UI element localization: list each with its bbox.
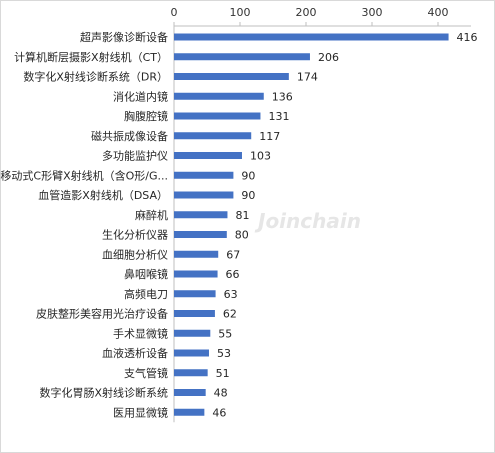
category-label: 支气管镜	[124, 366, 168, 380]
data-label: 131	[268, 110, 289, 123]
bars	[174, 33, 449, 416]
category-label: 高频电刀	[124, 287, 168, 301]
category-label: 血管造影X射线机（DSA）	[38, 188, 168, 202]
bar	[174, 408, 205, 416]
data-label: 67	[226, 248, 240, 261]
data-label: 90	[241, 169, 255, 182]
bar	[174, 33, 449, 41]
category-label: 多功能监护仪	[102, 149, 168, 163]
x-tick-label: 300	[362, 6, 383, 19]
data-label: 117	[259, 130, 280, 143]
data-label: 51	[216, 367, 230, 380]
data-label: 174	[297, 71, 318, 84]
category-label: 医用显微镜	[113, 405, 168, 419]
bar	[174, 290, 216, 298]
bar	[174, 152, 242, 159]
bar	[174, 389, 206, 396]
bar	[174, 53, 310, 61]
category-label: 数字化胃肠X射线诊断系统	[39, 386, 168, 400]
bar	[174, 171, 234, 179]
data-label: 62	[223, 308, 237, 321]
bar	[174, 250, 219, 258]
x-tick-label: 0	[171, 6, 178, 19]
data-label: 63	[224, 288, 238, 301]
x-tick-label: 100	[230, 6, 251, 19]
data-label: 48	[214, 387, 228, 400]
bar	[174, 369, 208, 377]
data-label: 103	[250, 150, 271, 163]
data-label: 136	[272, 90, 293, 103]
category-label: 移动式C形臂X射线机（含O形/G...	[0, 168, 168, 182]
category-label: 消化道内镜	[113, 89, 168, 103]
data-label: 80	[235, 229, 249, 242]
data-label: 81	[235, 209, 249, 222]
data-label: 206	[318, 51, 339, 64]
bar	[174, 349, 209, 357]
data-label: 53	[217, 347, 231, 360]
category-label: 计算机断层摄影X射线机（CT）	[14, 50, 168, 64]
data-label: 90	[241, 189, 255, 202]
bar	[174, 310, 215, 317]
bar	[174, 132, 252, 140]
bar	[174, 73, 289, 80]
category-label: 数字化X射线诊断系统（DR）	[23, 70, 168, 84]
category-label: 生化分析仪器	[102, 228, 168, 242]
category-label: 麻醉机	[135, 208, 168, 222]
data-label: 416	[457, 31, 478, 44]
category-label: 胸腹腔镜	[124, 109, 168, 123]
category-label: 磁共振成像设备	[91, 129, 168, 143]
x-tick-label: 400	[428, 6, 449, 19]
category-label: 超声影像诊断设备	[80, 30, 168, 44]
data-label: 46	[212, 406, 226, 419]
watermark: Joinchain	[254, 209, 361, 233]
bar	[174, 270, 218, 278]
bar	[174, 92, 264, 100]
category-label: 皮肤整形美容用光治疗设备	[36, 307, 168, 321]
data-label: 66	[226, 268, 240, 281]
category-label: 鼻咽喉镜	[124, 267, 168, 281]
category-label: 血液透析设备	[102, 346, 168, 360]
data-label: 55	[218, 327, 232, 340]
bar	[174, 211, 228, 219]
category-label: 手术显微镜	[113, 326, 168, 340]
bar	[174, 329, 211, 337]
x-tick-label: 200	[296, 6, 317, 19]
bar	[174, 112, 261, 120]
bar	[174, 191, 234, 199]
category-label: 血细胞分析仪	[102, 247, 168, 261]
bar	[174, 231, 227, 238]
